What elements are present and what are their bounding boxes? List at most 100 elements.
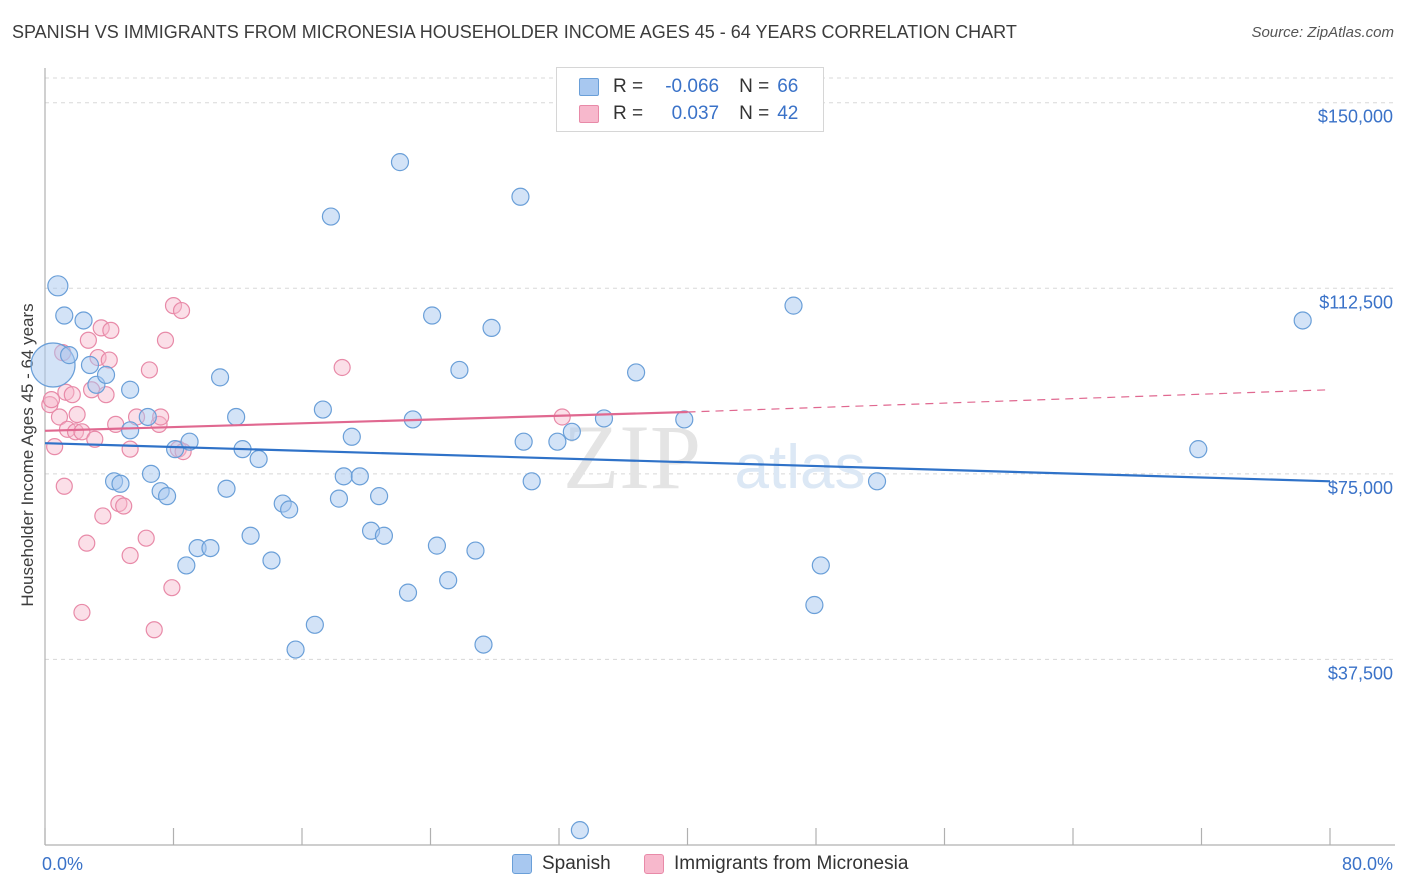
spanish-point	[675, 410, 694, 429]
spanish-point	[511, 187, 530, 206]
micronesia-point	[137, 529, 155, 547]
micronesia-point	[94, 507, 112, 525]
micronesia-point	[46, 438, 64, 456]
spanish-point	[398, 583, 418, 602]
spanish-point	[227, 407, 246, 427]
legend-r-label: R =	[613, 76, 644, 97]
gridlines	[45, 77, 1395, 660]
bottom-legend-swatch-micronesia	[644, 854, 664, 874]
trend-lines	[44, 389, 1331, 483]
bottom-legend-label-spanish: Spanish	[542, 853, 611, 874]
y-tick-label: $75,000	[1328, 478, 1393, 498]
spanish-point	[138, 407, 157, 427]
bottom-legend-micronesia: Immigrants from Micronesia	[644, 852, 908, 876]
spanish-point	[96, 365, 116, 385]
spanish-point	[805, 595, 824, 615]
spanish-point	[121, 380, 140, 399]
micronesia-point	[68, 405, 86, 424]
spanish-point	[141, 464, 161, 483]
axes	[44, 68, 1395, 846]
legend-r-value: 0.037	[671, 103, 720, 124]
legend-r-label: R =	[613, 103, 644, 124]
spanish-point	[811, 556, 830, 575]
spanish-point	[374, 526, 394, 545]
spanish-point	[439, 571, 458, 590]
spanish-point	[55, 306, 74, 325]
spanish-trend-line	[44, 442, 1331, 483]
micronesia-point	[78, 534, 96, 552]
micronesia-trend-extension	[687, 389, 1331, 413]
spanish-point	[514, 432, 533, 451]
x-tick-label: 80.0%	[1342, 854, 1393, 874]
micronesia-point	[86, 430, 104, 448]
spanish-point	[74, 311, 93, 330]
source-credit: Source: ZipAtlas.com	[1251, 24, 1394, 41]
spanish-point	[334, 467, 353, 486]
spanish-point	[784, 296, 803, 315]
spanish-point	[329, 489, 349, 508]
spanish-point	[47, 275, 69, 297]
micronesia-point	[102, 321, 120, 339]
micronesia-point	[50, 408, 69, 426]
legend-n-value: 66	[777, 76, 799, 97]
spanish-point	[217, 479, 236, 498]
spanish-point	[390, 153, 410, 172]
spanish-point	[594, 409, 614, 428]
tick-labels: $37,500 $75,000 $112,500 $150,000 0.0% 80.0%	[42, 107, 1393, 874]
spanish-point	[867, 472, 887, 491]
micronesia-point	[73, 423, 91, 441]
bottom-legend-label-micronesia: Immigrants from Micronesia	[674, 853, 909, 874]
micronesia-point	[333, 358, 351, 377]
spanish-point	[249, 449, 268, 469]
spanish-point	[548, 432, 567, 451]
micronesia-point	[66, 423, 85, 441]
legend-r-value: -0.066	[665, 76, 720, 97]
x-tick-label: 0.0%	[42, 854, 83, 874]
spanish-point	[370, 487, 389, 506]
spanish-point	[522, 472, 541, 491]
micronesia-point	[121, 546, 139, 565]
legend-row-micronesia: R = 0.037 N = 42	[579, 102, 798, 126]
spanish-point	[1293, 311, 1312, 330]
y-tick-label: $37,500	[1328, 663, 1393, 683]
spanish-point	[350, 467, 369, 486]
chart-title: SPANISH VS IMMIGRANTS FROM MICRONESIA HO…	[12, 22, 1017, 42]
spanish-point	[321, 207, 341, 226]
micronesia-point	[121, 440, 139, 458]
micronesia-point	[42, 391, 61, 409]
micronesia-point	[156, 331, 175, 349]
spanish-point	[305, 615, 324, 634]
spanish-points	[30, 153, 1312, 840]
spanish-point	[342, 427, 361, 446]
spanish-point	[180, 432, 199, 451]
micronesia-point	[110, 494, 128, 513]
spanish-point	[450, 360, 469, 380]
spanish-point	[166, 440, 185, 459]
spanish-point	[482, 318, 501, 337]
legend-swatch-micronesia	[579, 105, 599, 123]
bottom-legend-swatch-spanish	[512, 854, 532, 874]
spanish-point	[280, 500, 299, 519]
spanish-point	[157, 487, 177, 506]
legend-swatch-spanish	[579, 78, 599, 96]
spanish-point	[111, 474, 130, 493]
spanish-point	[59, 346, 79, 365]
legend-row-spanish: R = -0.066 N = 66	[579, 75, 798, 99]
micronesia-points	[41, 297, 571, 639]
spanish-point	[201, 538, 220, 558]
spanish-point	[313, 400, 332, 419]
spanish-point	[466, 541, 485, 560]
spanish-point	[177, 556, 196, 575]
micronesia-point	[63, 386, 81, 404]
micronesia-point	[55, 477, 73, 495]
micronesia-point	[172, 301, 191, 320]
spanish-point	[423, 306, 442, 325]
micronesia-point	[100, 351, 118, 369]
legend-n-label: N =	[739, 103, 770, 124]
y-tick-label: $112,500	[1319, 292, 1393, 312]
micronesia-point	[140, 361, 159, 379]
micronesia-point	[115, 497, 133, 515]
micronesia-trend-line	[44, 410, 688, 432]
micronesia-point	[145, 621, 163, 639]
